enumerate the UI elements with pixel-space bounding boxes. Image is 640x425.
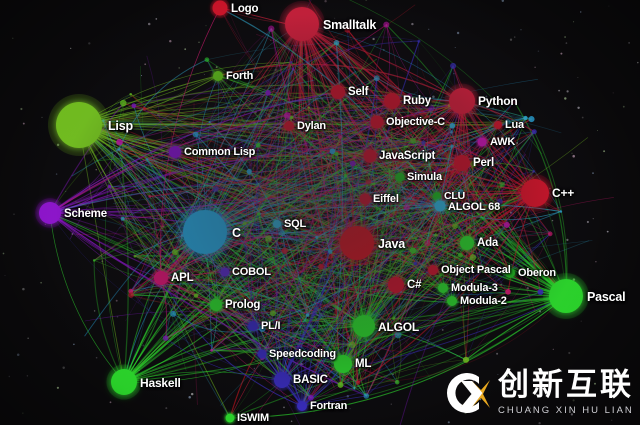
graph-node[interactable] (175, 202, 235, 262)
graph-node[interactable] (381, 90, 403, 112)
graph-node[interactable] (47, 93, 111, 157)
graph-node[interactable] (357, 191, 373, 207)
graph-node[interactable] (361, 147, 379, 165)
graph-node[interactable] (475, 135, 489, 149)
graph-node[interactable] (223, 411, 237, 425)
graph-node[interactable] (151, 268, 171, 288)
graph-node[interactable] (451, 152, 473, 174)
graph-node[interactable] (492, 119, 504, 131)
graph-node[interactable] (444, 83, 480, 119)
graph-node[interactable] (330, 351, 356, 377)
graph-node[interactable] (279, 1, 325, 47)
graph-node[interactable] (426, 263, 440, 277)
graph-node[interactable] (385, 274, 407, 296)
graph-node[interactable] (432, 198, 448, 214)
graph-node[interactable] (436, 281, 450, 295)
graph-node[interactable] (349, 311, 379, 341)
graph-node[interactable] (516, 174, 554, 212)
graph-node[interactable] (218, 265, 232, 279)
graph-node[interactable] (334, 220, 380, 266)
graph-node[interactable] (246, 319, 260, 333)
graph-node[interactable] (207, 296, 225, 314)
graph-node[interactable] (445, 294, 459, 308)
graph-node[interactable] (503, 266, 517, 280)
graph-node[interactable] (35, 198, 65, 228)
graph-node[interactable] (106, 364, 142, 400)
graph-node[interactable] (209, 0, 231, 19)
graph-node[interactable] (271, 218, 283, 230)
graph-node[interactable] (543, 273, 589, 319)
graph-node[interactable] (368, 113, 386, 131)
graph-node[interactable] (457, 233, 477, 253)
graph-node[interactable] (393, 170, 407, 184)
graph-node[interactable] (271, 369, 293, 391)
graph-node[interactable] (328, 82, 348, 102)
graph-node[interactable] (255, 347, 269, 361)
graph-node[interactable] (295, 399, 309, 413)
graph-node[interactable] (166, 143, 184, 161)
graph-node[interactable] (211, 69, 225, 83)
graph-node[interactable] (282, 119, 296, 133)
